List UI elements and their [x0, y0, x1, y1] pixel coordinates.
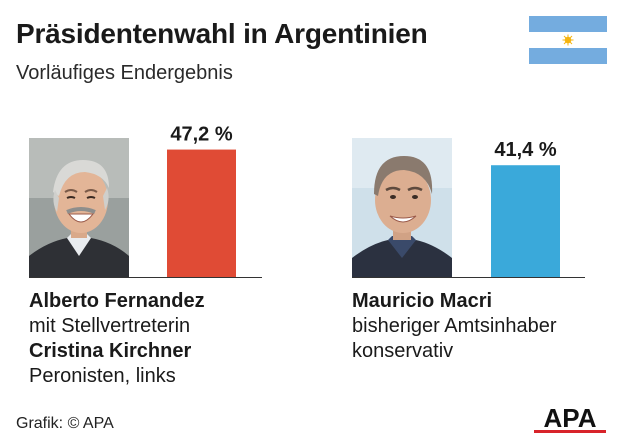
apa-logo: APA [534, 403, 606, 433]
apa-logo-bar [534, 430, 606, 433]
fernandez-photo [29, 138, 129, 278]
bar-fernandez [167, 149, 236, 277]
value-label-fernandez: 47,2 % [170, 124, 232, 146]
source-credit: Grafik: © APA [16, 415, 114, 432]
candidate-detail: mit Stellvertreterin [29, 315, 191, 337]
macri-photo [352, 138, 452, 278]
running-mate-name: Cristina Kirchner [29, 340, 192, 362]
candidate-name: Alberto Fernandez [29, 290, 205, 312]
value-label-macri: 41,4 % [494, 139, 556, 161]
argentina-flag-icon [529, 16, 607, 64]
candidate-detail: bisheriger Amtsinhaber [352, 315, 557, 337]
candidate-fernandez: Alberto Fernandez mit Stellvertreterin C… [29, 289, 205, 389]
portrait-fernandez-icon [29, 138, 129, 278]
page-subtitle: Vorläufiges Endergebnis [16, 62, 233, 84]
bar-macri [491, 165, 560, 277]
apa-logo-text: APA [544, 403, 597, 433]
page-title: Präsidentenwahl in Argentinien [16, 18, 428, 49]
candidate-name: Mauricio Macri [352, 290, 493, 312]
candidate-macri: Mauricio Macri bisheriger Amtsinhaber ko… [352, 289, 557, 364]
portrait-macri-icon [352, 138, 452, 278]
candidate-party: Peronisten, links [29, 365, 176, 387]
candidate-orientation: konservativ [352, 340, 454, 362]
